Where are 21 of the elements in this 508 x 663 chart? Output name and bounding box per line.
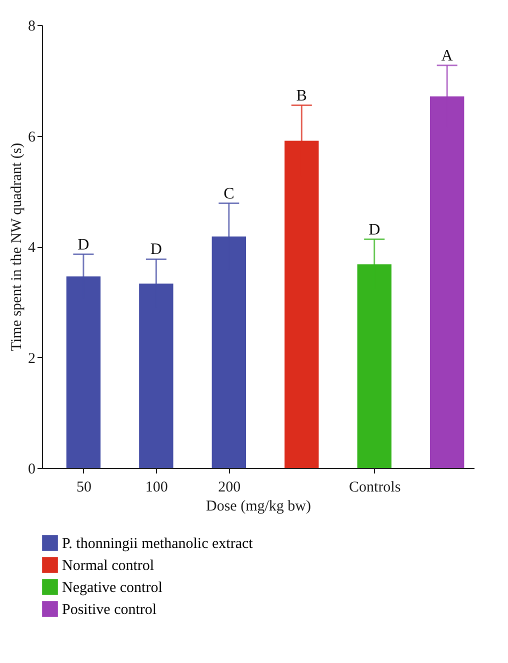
y-tick-label: 2: [28, 350, 36, 367]
annotation: D: [150, 241, 162, 258]
x-tick-label: 200: [218, 480, 241, 496]
legend-label: P. thonningii methanolic extract: [62, 536, 254, 552]
x-tick-label: 100: [145, 480, 168, 496]
x-tick-label: 50: [76, 480, 92, 496]
annotation: B: [296, 87, 307, 104]
legend-label: Negative control: [62, 580, 162, 596]
x-tick-label: Controls: [349, 480, 401, 496]
legend-label: Normal control: [62, 558, 154, 574]
annotation: D: [368, 221, 380, 238]
y-axis-title: Time spent in the NW quadrant (s): [9, 142, 25, 352]
y-tick-label: 6: [28, 129, 36, 146]
y-tick-label: 4: [28, 240, 36, 256]
legend-label: Positive control: [62, 602, 157, 618]
y-tick-label: 0: [28, 462, 36, 478]
annotation: C: [224, 185, 234, 202]
y-tick-label: 8: [28, 18, 36, 34]
annotation: D: [78, 236, 90, 254]
annotation: A: [441, 47, 454, 64]
x-axis-title: Dose (mg/kg bw): [206, 498, 311, 514]
